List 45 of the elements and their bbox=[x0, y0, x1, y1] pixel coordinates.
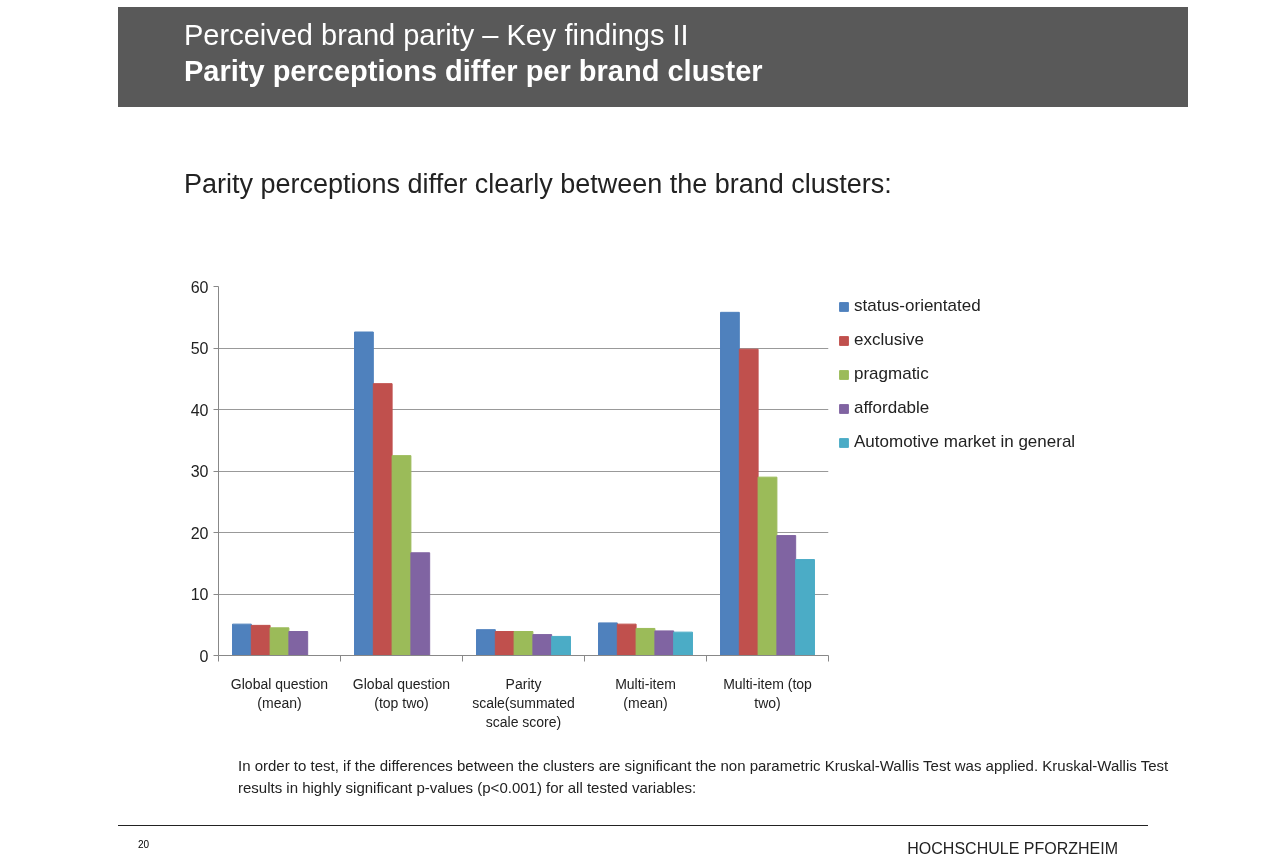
bar bbox=[476, 629, 496, 656]
bar bbox=[513, 631, 534, 656]
y-tick-label: 20 bbox=[190, 524, 209, 542]
y-tick-label: 60 bbox=[190, 278, 209, 296]
x-tick-label: Multi-item (top two) bbox=[723, 675, 813, 711]
bar bbox=[410, 552, 431, 656]
bar bbox=[232, 623, 252, 656]
bar bbox=[757, 476, 778, 656]
bar bbox=[616, 623, 637, 656]
bar bbox=[391, 455, 412, 656]
legend-label: affordable bbox=[854, 398, 930, 418]
legend-label: exclusive bbox=[854, 330, 924, 350]
text: HOCHSCHULE PFORZHEIM bbox=[907, 839, 1118, 859]
y-tick-label: 10 bbox=[190, 586, 209, 603]
x-tick-label: Global question (top two) bbox=[352, 675, 451, 711]
bar bbox=[738, 348, 759, 656]
bar bbox=[635, 627, 656, 656]
y-tick-label: 30 bbox=[190, 463, 209, 480]
bar bbox=[673, 631, 693, 656]
bar bbox=[720, 311, 740, 656]
bar bbox=[551, 635, 571, 656]
bar bbox=[372, 383, 393, 656]
text: 20 bbox=[138, 838, 150, 852]
x-tick-label: Global question (mean) bbox=[230, 675, 329, 711]
legend-label: status-orientated bbox=[854, 296, 981, 316]
legend-label: pragmatic bbox=[854, 364, 929, 384]
bar bbox=[532, 634, 553, 656]
bar bbox=[654, 630, 675, 656]
text: In order to test, if the differences between the clusters are significant the non parametric Kruskal-Wallis Test was applied. Kruskal-Wallis Test results in highly significant p-values (p<0.001) for all tested variables: bbox=[237, 756, 1170, 798]
bar bbox=[288, 631, 309, 656]
bar bbox=[598, 622, 618, 656]
bar bbox=[354, 331, 374, 656]
y-tick-label: 0 bbox=[199, 647, 209, 665]
x-tick-label: Multi-item (mean) bbox=[615, 675, 676, 711]
bar bbox=[795, 559, 815, 656]
y-tick-label: 40 bbox=[190, 401, 209, 419]
bar bbox=[776, 535, 797, 656]
y-tick-label: 50 bbox=[190, 340, 209, 357]
x-tick-label: Parity scale(summated scale score) bbox=[472, 675, 575, 730]
chart-subtitle: Parity perceptions differ per brand cluster bbox=[184, 55, 763, 87]
chart-title: Perceived brand parity – Key findings II bbox=[184, 19, 689, 51]
bar bbox=[250, 624, 271, 656]
bar bbox=[269, 627, 290, 656]
text: Parity perceptions differ clearly between the brand clusters: bbox=[183, 168, 892, 201]
legend-label: Automotive market in general bbox=[854, 432, 1076, 452]
